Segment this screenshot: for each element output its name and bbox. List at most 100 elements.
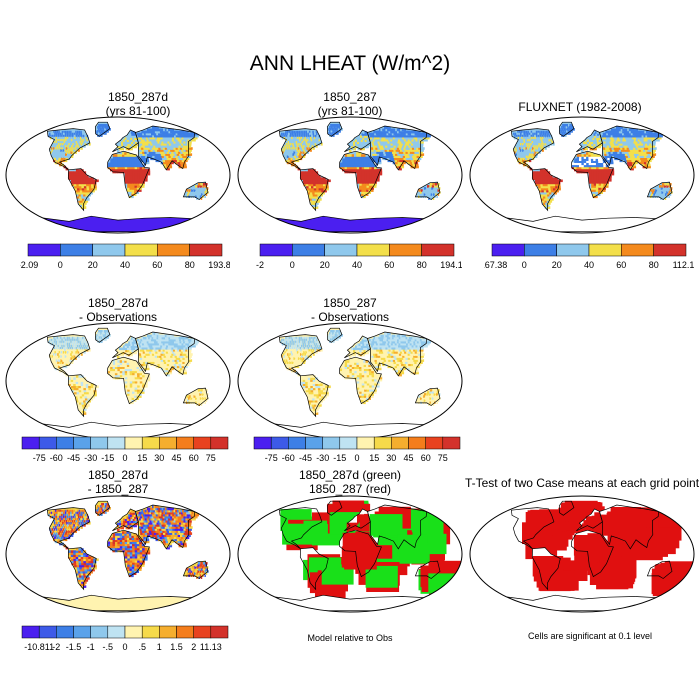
grid-cell bbox=[147, 378, 151, 382]
grid-cell bbox=[80, 399, 85, 403]
grid-cell bbox=[160, 359, 165, 362]
grid-cell bbox=[79, 395, 84, 399]
grid-cell bbox=[159, 355, 163, 358]
grid-cell bbox=[312, 147, 315, 150]
grid-cell bbox=[664, 183, 667, 186]
grid-cell bbox=[309, 189, 313, 193]
grid-cell bbox=[665, 193, 667, 196]
grid-cell bbox=[325, 187, 329, 191]
grid-cell bbox=[137, 382, 141, 386]
grid-cell bbox=[620, 153, 624, 156]
grid-cell bbox=[125, 353, 129, 357]
grid-cell bbox=[522, 153, 524, 156]
grid-cell bbox=[611, 155, 615, 158]
grid-cell bbox=[75, 338, 77, 342]
grid-cell bbox=[137, 170, 141, 174]
grid-cell bbox=[284, 155, 287, 158]
grid-cell bbox=[293, 347, 296, 350]
grid-cell bbox=[413, 153, 418, 156]
grid-cell bbox=[423, 189, 426, 192]
grid-cell bbox=[129, 143, 133, 147]
grid-cell bbox=[373, 147, 377, 150]
grid-cell bbox=[295, 130, 297, 134]
grid-cell bbox=[295, 136, 297, 140]
grid-cell bbox=[306, 151, 309, 154]
grid-cell bbox=[142, 351, 146, 354]
grid-cell bbox=[603, 166, 607, 170]
panel-1-title-line1: 1850_287d bbox=[107, 90, 169, 104]
grid-cell bbox=[160, 138, 164, 142]
grid-cell bbox=[61, 344, 63, 348]
grid-cell bbox=[86, 344, 89, 348]
grid-cell bbox=[312, 200, 316, 203]
grid-cell bbox=[139, 347, 143, 350]
grid-cell bbox=[374, 143, 378, 146]
grid-cell bbox=[115, 368, 118, 372]
grid-cell bbox=[129, 389, 133, 392]
grid-cell bbox=[289, 147, 291, 150]
grid-cell bbox=[660, 187, 663, 190]
grid-cell bbox=[74, 342, 76, 346]
grid-cell bbox=[565, 128, 567, 131]
grid-cell bbox=[317, 347, 320, 350]
grid-cell bbox=[547, 196, 551, 199]
grid-cell bbox=[96, 128, 98, 131]
grid-cell bbox=[361, 143, 365, 147]
grid-cell bbox=[420, 153, 425, 156]
grid-cell bbox=[638, 159, 643, 163]
grid-cell bbox=[315, 342, 318, 346]
grid-cell bbox=[633, 147, 637, 150]
grid-cell bbox=[112, 164, 116, 168]
grid-cell bbox=[583, 160, 587, 163]
grid-cell bbox=[127, 145, 131, 149]
grid-cell bbox=[86, 389, 90, 393]
grid-cell bbox=[172, 355, 177, 358]
grid-cell bbox=[183, 359, 188, 362]
grid-cell bbox=[77, 338, 79, 342]
grid-cell bbox=[80, 200, 84, 203]
grid-cell bbox=[307, 149, 310, 152]
grid-cell bbox=[144, 176, 148, 180]
grid-cell bbox=[597, 156, 601, 159]
grid-cell bbox=[150, 149, 154, 152]
grid-cell bbox=[361, 141, 364, 145]
grid-cell bbox=[519, 159, 522, 163]
grid-cell bbox=[630, 138, 634, 142]
grid-cell bbox=[597, 193, 601, 196]
grid-cell bbox=[151, 347, 155, 350]
grid-cell bbox=[284, 145, 286, 148]
grid-cell bbox=[130, 139, 134, 142]
grid-cell bbox=[78, 200, 82, 203]
grid-cell bbox=[294, 149, 297, 152]
grid-cell bbox=[390, 138, 394, 142]
grid-cell bbox=[170, 351, 174, 354]
grid-cell bbox=[368, 156, 372, 159]
grid-cell bbox=[297, 141, 300, 144]
grid-cell bbox=[154, 344, 158, 348]
grid-cell bbox=[304, 342, 306, 346]
grid-cell bbox=[144, 134, 149, 138]
grid-cell bbox=[139, 179, 143, 182]
coastline-europe bbox=[576, 129, 603, 153]
grid-cell bbox=[639, 147, 644, 150]
grid-cell bbox=[369, 168, 373, 172]
grid-cell bbox=[122, 376, 126, 380]
grid-cell bbox=[576, 160, 580, 163]
grid-cell bbox=[518, 151, 521, 154]
grid-cell bbox=[189, 399, 191, 402]
grid-cell bbox=[188, 395, 191, 398]
grid-cell bbox=[155, 151, 159, 154]
grid-cell bbox=[536, 134, 538, 138]
grid-cell bbox=[538, 138, 541, 142]
grid-cell bbox=[194, 393, 197, 396]
grid-cell bbox=[166, 147, 171, 150]
grid-cell bbox=[179, 149, 183, 152]
grid-cell bbox=[658, 134, 663, 138]
grid-cell bbox=[529, 159, 532, 163]
grid-cell bbox=[145, 338, 149, 342]
grid-cell bbox=[170, 349, 175, 352]
grid-cell bbox=[526, 143, 528, 146]
grid-cell bbox=[314, 336, 316, 340]
grid-cell bbox=[182, 357, 187, 360]
grid-cell bbox=[126, 345, 130, 348]
